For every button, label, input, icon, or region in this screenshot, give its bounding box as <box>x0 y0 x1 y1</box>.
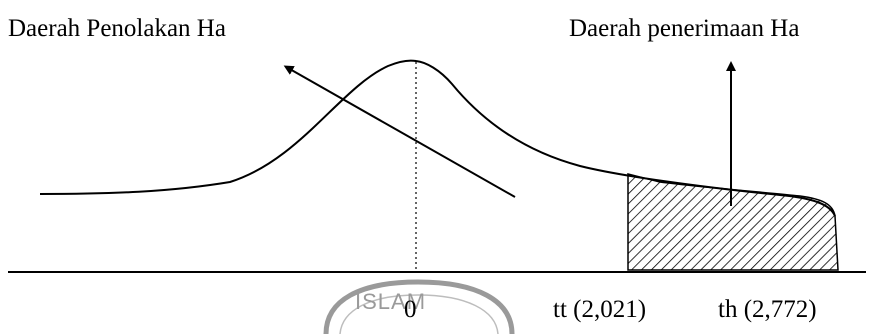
acceptance-region-label: Daerah penerimaan Ha <box>569 15 800 42</box>
watermark-text: ISLAM <box>355 289 427 314</box>
shaded-region <box>627 173 839 271</box>
t-count-label: th (2,772) <box>718 296 817 323</box>
watermark-seal-inner-arc <box>339 294 499 334</box>
rejection-arrow <box>283 65 516 198</box>
watermark-seal-arc <box>323 279 515 334</box>
t-table-label: tt (2,021) <box>553 296 647 323</box>
center-zero-label: 0 <box>404 296 417 323</box>
distribution-curve <box>39 59 836 217</box>
rejection-region-label: Daerah Penolakan Ha <box>8 15 226 42</box>
